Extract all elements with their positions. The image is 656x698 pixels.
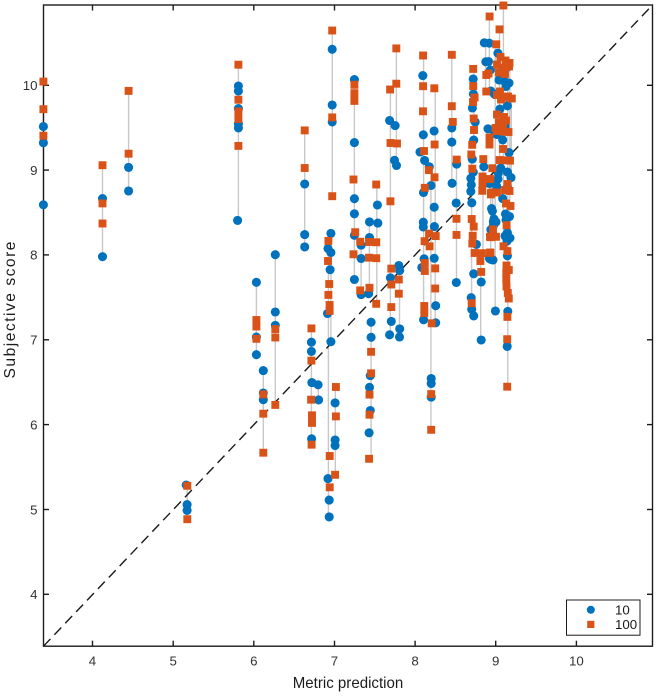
svg-text:9: 9 — [492, 654, 499, 669]
svg-text:4: 4 — [89, 654, 96, 669]
svg-text:100: 100 — [615, 617, 637, 632]
svg-text:10: 10 — [569, 654, 584, 669]
svg-text:7: 7 — [30, 333, 37, 348]
svg-text:4: 4 — [30, 587, 37, 602]
svg-text:Metric prediction: Metric prediction — [293, 675, 404, 692]
svg-text:10: 10 — [615, 603, 630, 618]
svg-text:7: 7 — [331, 654, 338, 669]
svg-text:Subjective score: Subjective score — [2, 242, 19, 379]
svg-text:10: 10 — [23, 78, 38, 93]
svg-text:8: 8 — [411, 654, 418, 669]
svg-text:5: 5 — [169, 654, 176, 669]
svg-text:9: 9 — [30, 163, 37, 178]
svg-text:6: 6 — [250, 654, 257, 669]
svg-text:6: 6 — [30, 417, 37, 432]
svg-text:8: 8 — [30, 248, 37, 263]
svg-text:5: 5 — [30, 502, 37, 517]
